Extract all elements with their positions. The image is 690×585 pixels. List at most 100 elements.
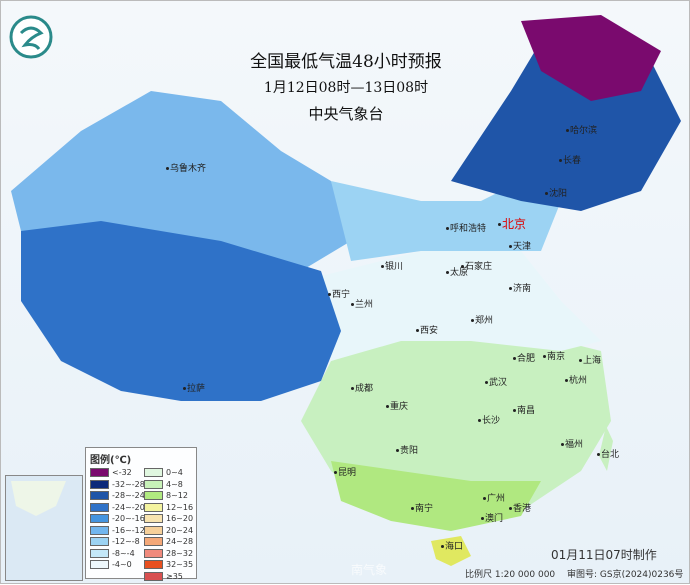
- city-label: 银川: [381, 259, 403, 272]
- legend-item: -12~-8: [90, 537, 140, 546]
- legend-label: ≥35: [166, 571, 183, 581]
- legend-swatch: [144, 514, 163, 523]
- legend-title: 图例(℃): [90, 455, 132, 466]
- legend-swatch: [144, 537, 163, 546]
- city-label: 南昌: [513, 403, 535, 416]
- city-label: 兰州: [351, 297, 373, 310]
- legend-swatch: [144, 479, 163, 489]
- legend-item: 16~20: [144, 514, 193, 523]
- city-label: 香港: [509, 501, 531, 514]
- city-label: 石家庄: [461, 259, 492, 272]
- legend-swatch: [90, 468, 109, 477]
- legend-item: ≥35: [144, 571, 183, 581]
- city-label: 西安: [416, 323, 438, 336]
- legend-swatch: [144, 560, 163, 569]
- legend-label: -28~-24: [112, 491, 145, 500]
- legend-swatch: [90, 548, 109, 558]
- city-label: 南宁: [411, 501, 433, 514]
- legend-label: -32~-28: [112, 479, 145, 489]
- city-label: 海口: [441, 539, 463, 552]
- legend-swatch: [144, 571, 163, 581]
- legend-label: 32~35: [166, 560, 194, 569]
- city-label: 济南: [509, 281, 531, 294]
- city-label: 郑州: [471, 313, 493, 326]
- legend-label: 20~24: [166, 525, 194, 535]
- map-title: 全国最低气温48小时预报: [250, 52, 442, 72]
- city-label: 成都: [351, 381, 373, 394]
- issuer: 中央气象台: [308, 105, 384, 123]
- legend-item: 12~16: [144, 502, 194, 512]
- city-label: 太原: [446, 265, 468, 278]
- legend-item: -16~-12: [90, 525, 145, 535]
- city-label: 西宁: [328, 287, 350, 300]
- city-label: 北京: [498, 215, 526, 232]
- scale: 比例尺 1:20 000 000: [465, 570, 556, 580]
- legend-swatch: [144, 525, 163, 535]
- legend-item: 8~12: [144, 491, 188, 500]
- legend-swatch: [90, 525, 109, 535]
- city-label: 南京: [543, 349, 565, 362]
- legend-swatch: [90, 502, 109, 512]
- watermark: 南气象: [351, 563, 388, 577]
- made-time: 01月11日07时制作: [551, 548, 657, 562]
- legend-label: 8~12: [166, 491, 188, 500]
- city-label: 贵阳: [396, 443, 418, 456]
- city-label: 合肥: [513, 351, 535, 364]
- legend-item: -4~0: [90, 560, 132, 569]
- legend-item: 0~4: [144, 468, 183, 477]
- city-label: 杭州: [565, 373, 587, 386]
- city-label: 昆明: [334, 465, 356, 478]
- legend-label: -8~-4: [112, 548, 135, 558]
- region-northeast-coldest: [521, 15, 661, 101]
- legend-label: -4~0: [112, 560, 132, 569]
- region-tibet: [21, 221, 341, 401]
- legend-swatch: [90, 479, 109, 489]
- city-label: 乌鲁木齐: [166, 161, 206, 174]
- legend-swatch: [90, 491, 109, 500]
- legend-label: 24~28: [166, 537, 194, 546]
- legend-item: -24~-20: [90, 502, 145, 512]
- city-label: 长春: [559, 153, 581, 166]
- legend-label: -24~-20: [112, 502, 145, 512]
- legend-label: 16~20: [166, 514, 194, 523]
- legend-item: -20~-16: [90, 514, 145, 523]
- city-label: 广州: [483, 491, 505, 504]
- legend-swatch: [144, 548, 163, 558]
- legend-label: 28~32: [166, 548, 194, 558]
- legend-item: 28~32: [144, 548, 194, 558]
- legend-swatch: [144, 502, 163, 512]
- city-label: 呼和浩特: [446, 221, 486, 234]
- legend-item: 4~8: [144, 479, 183, 489]
- legend-swatch: [144, 491, 163, 500]
- city-label: 上海: [579, 353, 601, 366]
- south-china-sea-inset: [5, 475, 83, 581]
- legend-swatch: [90, 537, 109, 546]
- city-label: 拉萨: [183, 381, 205, 394]
- region-central-light: [301, 251, 601, 361]
- legend-label: 12~16: [166, 502, 194, 512]
- legend-item: -28~-24: [90, 491, 145, 500]
- legend-swatch: [90, 514, 109, 523]
- legend-swatch: [90, 560, 109, 569]
- city-label: 武汉: [485, 375, 507, 388]
- legend-item: 32~35: [144, 560, 193, 569]
- city-label: 长沙: [478, 413, 500, 426]
- legend-label: <-32: [112, 468, 132, 477]
- city-label: 福州: [561, 437, 583, 450]
- legend-label: -12~-8: [112, 537, 140, 546]
- legend-label: 4~8: [166, 479, 183, 489]
- city-label: 重庆: [386, 399, 408, 412]
- legend-item: -8~-4: [90, 548, 135, 558]
- legend-label: 0~4: [166, 468, 183, 477]
- city-label: 台北: [597, 447, 619, 460]
- legend-item: -32~-28: [90, 479, 145, 489]
- legend-item: <-32: [90, 468, 132, 477]
- city-label: 澳门: [481, 511, 503, 524]
- legend: 图例(℃) <-32 -32~-28 -28~-24 -24~-20 -20~-16 -1…: [85, 447, 197, 581]
- city-label: 天津: [509, 239, 531, 252]
- legend-item: 20~24: [144, 525, 194, 535]
- city-label: 沈阳: [545, 186, 567, 199]
- city-label: 哈尔滨: [566, 123, 597, 136]
- cma-logo-icon: [9, 15, 53, 59]
